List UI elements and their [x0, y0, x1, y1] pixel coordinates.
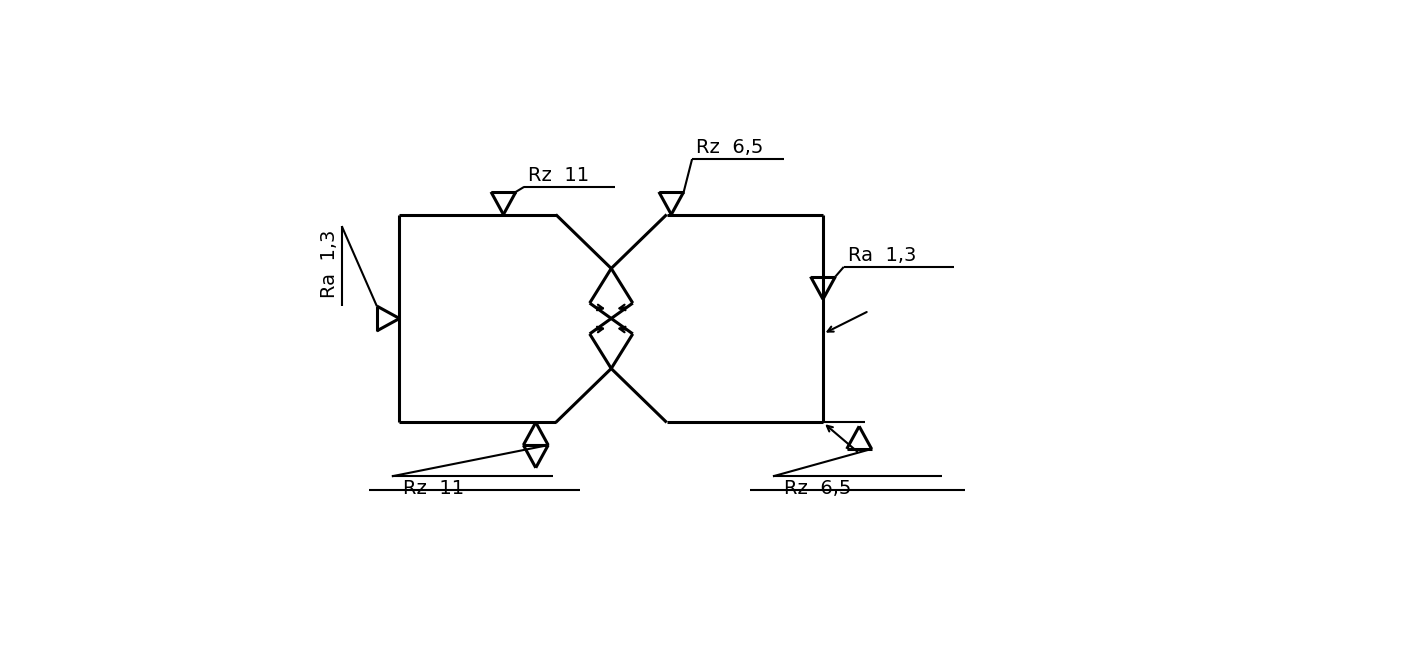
- Text: Rz  6,5: Rz 6,5: [785, 479, 851, 497]
- Text: Ra  1,3: Ra 1,3: [319, 230, 339, 299]
- Text: Rz  6,5: Rz 6,5: [696, 138, 764, 156]
- Text: Ra  1,3: Ra 1,3: [847, 246, 916, 265]
- Text: Rz  11: Rz 11: [404, 479, 465, 497]
- Text: Rz  11: Rz 11: [528, 166, 589, 185]
